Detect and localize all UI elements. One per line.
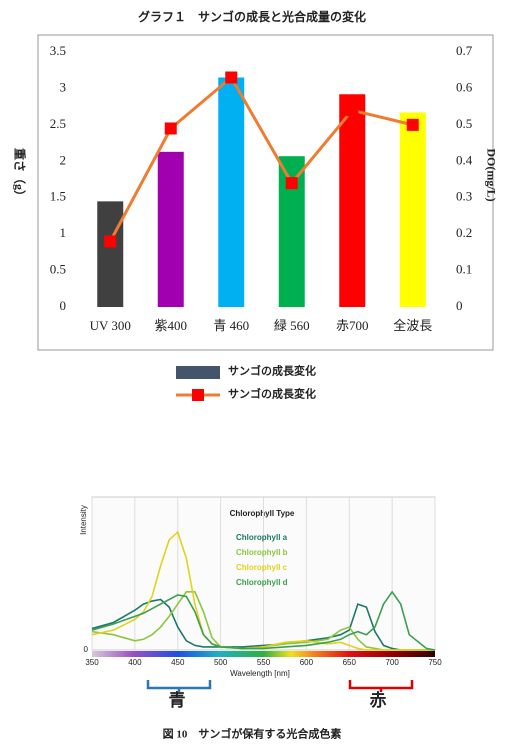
- x-tick-label: 750: [428, 658, 442, 667]
- x-tick-label: 緑 560: [274, 318, 310, 333]
- y-tick-label: 3: [60, 79, 67, 94]
- legend-label: Chlorophyll c: [236, 563, 288, 572]
- bracket: [146, 680, 212, 692]
- chart-frame: [37, 34, 494, 351]
- x-tick-label: 赤700: [336, 318, 369, 333]
- y-tick-label: 3.5: [50, 43, 66, 58]
- y-axis-label: 重さ（g）: [12, 148, 27, 202]
- legend-swatch: [176, 366, 220, 379]
- line: [91, 590, 436, 651]
- x-tick-label: 500: [214, 658, 228, 667]
- marker: [104, 235, 117, 248]
- y-tick-label: 2: [60, 152, 67, 167]
- y2-tick-label: 0.4: [456, 152, 473, 167]
- bar: [339, 94, 366, 307]
- y2-tick-label: 0.6: [456, 79, 473, 94]
- marker: [164, 122, 177, 135]
- line: [91, 530, 435, 651]
- line: [108, 75, 414, 243]
- y-tick-label: 1.5: [50, 189, 66, 204]
- line: [91, 598, 435, 651]
- legend-label: サンゴの成長変化: [228, 387, 316, 401]
- bar: [157, 151, 184, 307]
- x-axis-label: Wavelength [nm]: [230, 669, 290, 678]
- chart-title: Chlorophyll Type: [230, 509, 295, 518]
- y2-tick-label: 0.1: [456, 262, 472, 277]
- x-tick-label: 紫400: [154, 318, 187, 333]
- marker: [225, 71, 238, 84]
- x-tick-label: UV 300: [90, 318, 131, 333]
- bracket: [348, 680, 414, 692]
- y-tick-label: 0.5: [50, 262, 66, 277]
- marker: [346, 104, 359, 117]
- x-tick-label: 600: [300, 658, 314, 667]
- y-tick-label: 1: [60, 225, 67, 240]
- marker: [285, 177, 298, 190]
- y-axis-label: Intensity: [79, 505, 88, 535]
- legend-swatch: [192, 389, 204, 401]
- legend-label: Chlorophyll b: [236, 548, 288, 557]
- y2-tick-label: 0.7: [456, 43, 473, 58]
- caption: 図 10 サンゴが保有する光合成色素: [163, 727, 342, 741]
- bar: [399, 112, 426, 307]
- bar: [97, 201, 124, 307]
- y-tick-label: 0: [84, 645, 89, 654]
- x-tick-label: 350: [85, 658, 99, 667]
- x-tick-label: 全波長: [393, 318, 432, 333]
- bar: [218, 77, 245, 307]
- chart-title: グラフ１ サンゴの成長と光合成量の変化: [138, 9, 366, 24]
- y2-tick-label: 0.3: [456, 189, 472, 204]
- x-tick-label: 550: [257, 658, 271, 667]
- annotation: 青: [169, 690, 186, 710]
- y2-tick-label: 0.2: [456, 225, 472, 240]
- y-tick-label: 0: [60, 298, 67, 313]
- marker: [406, 118, 419, 131]
- x-tick-label: 700: [385, 658, 399, 667]
- spectrum-bar: [92, 651, 435, 657]
- annotation: 赤: [370, 690, 387, 710]
- y2-tick-label: 0.5: [456, 116, 472, 131]
- x-tick-label: 400: [128, 658, 142, 667]
- x-tick-label: 450: [171, 658, 185, 667]
- legend-label: Chlorophyll d: [236, 578, 288, 587]
- legend-label: サンゴの成長変化: [228, 364, 316, 378]
- y-tick-label: 2.5: [50, 116, 66, 131]
- x-tick-label: 青 460: [213, 318, 249, 333]
- x-tick-label: 650: [343, 658, 357, 667]
- y2-tick-label: 0: [456, 298, 463, 313]
- y2-axis-label: DO(mg/L): [484, 148, 498, 201]
- legend-label: Chlorophyll a: [236, 533, 288, 542]
